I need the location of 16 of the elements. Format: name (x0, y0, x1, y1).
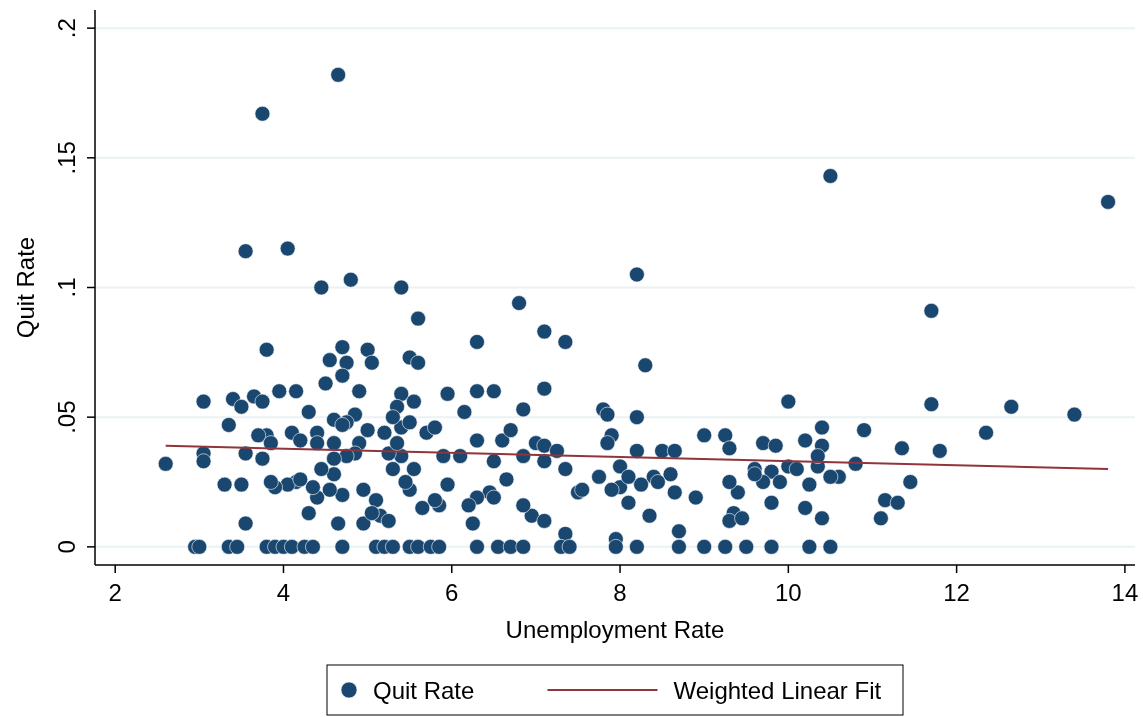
y-tick-label: .2 (53, 18, 80, 39)
x-tick-label: 8 (613, 579, 627, 606)
y-tick-label: .05 (53, 400, 80, 434)
x-tick-label: 10 (774, 579, 802, 606)
legend-label: Quit Rate (373, 677, 475, 704)
legend-label: Weighted Linear Fit (673, 677, 882, 704)
x-tick-label: 14 (1111, 579, 1139, 606)
y-tick-label: 0 (53, 540, 80, 554)
x-tick-label: 6 (445, 579, 459, 606)
x-tick-label: 4 (276, 579, 291, 606)
y-tick-label: .1 (53, 277, 80, 298)
y-tick-label: .15 (53, 141, 80, 175)
y-axis-title: Quit Rate (12, 236, 39, 339)
x-axis-title: Unemployment Rate (505, 616, 725, 643)
x-tick-label: 2 (108, 579, 122, 606)
x-tick-label: 12 (943, 579, 970, 606)
